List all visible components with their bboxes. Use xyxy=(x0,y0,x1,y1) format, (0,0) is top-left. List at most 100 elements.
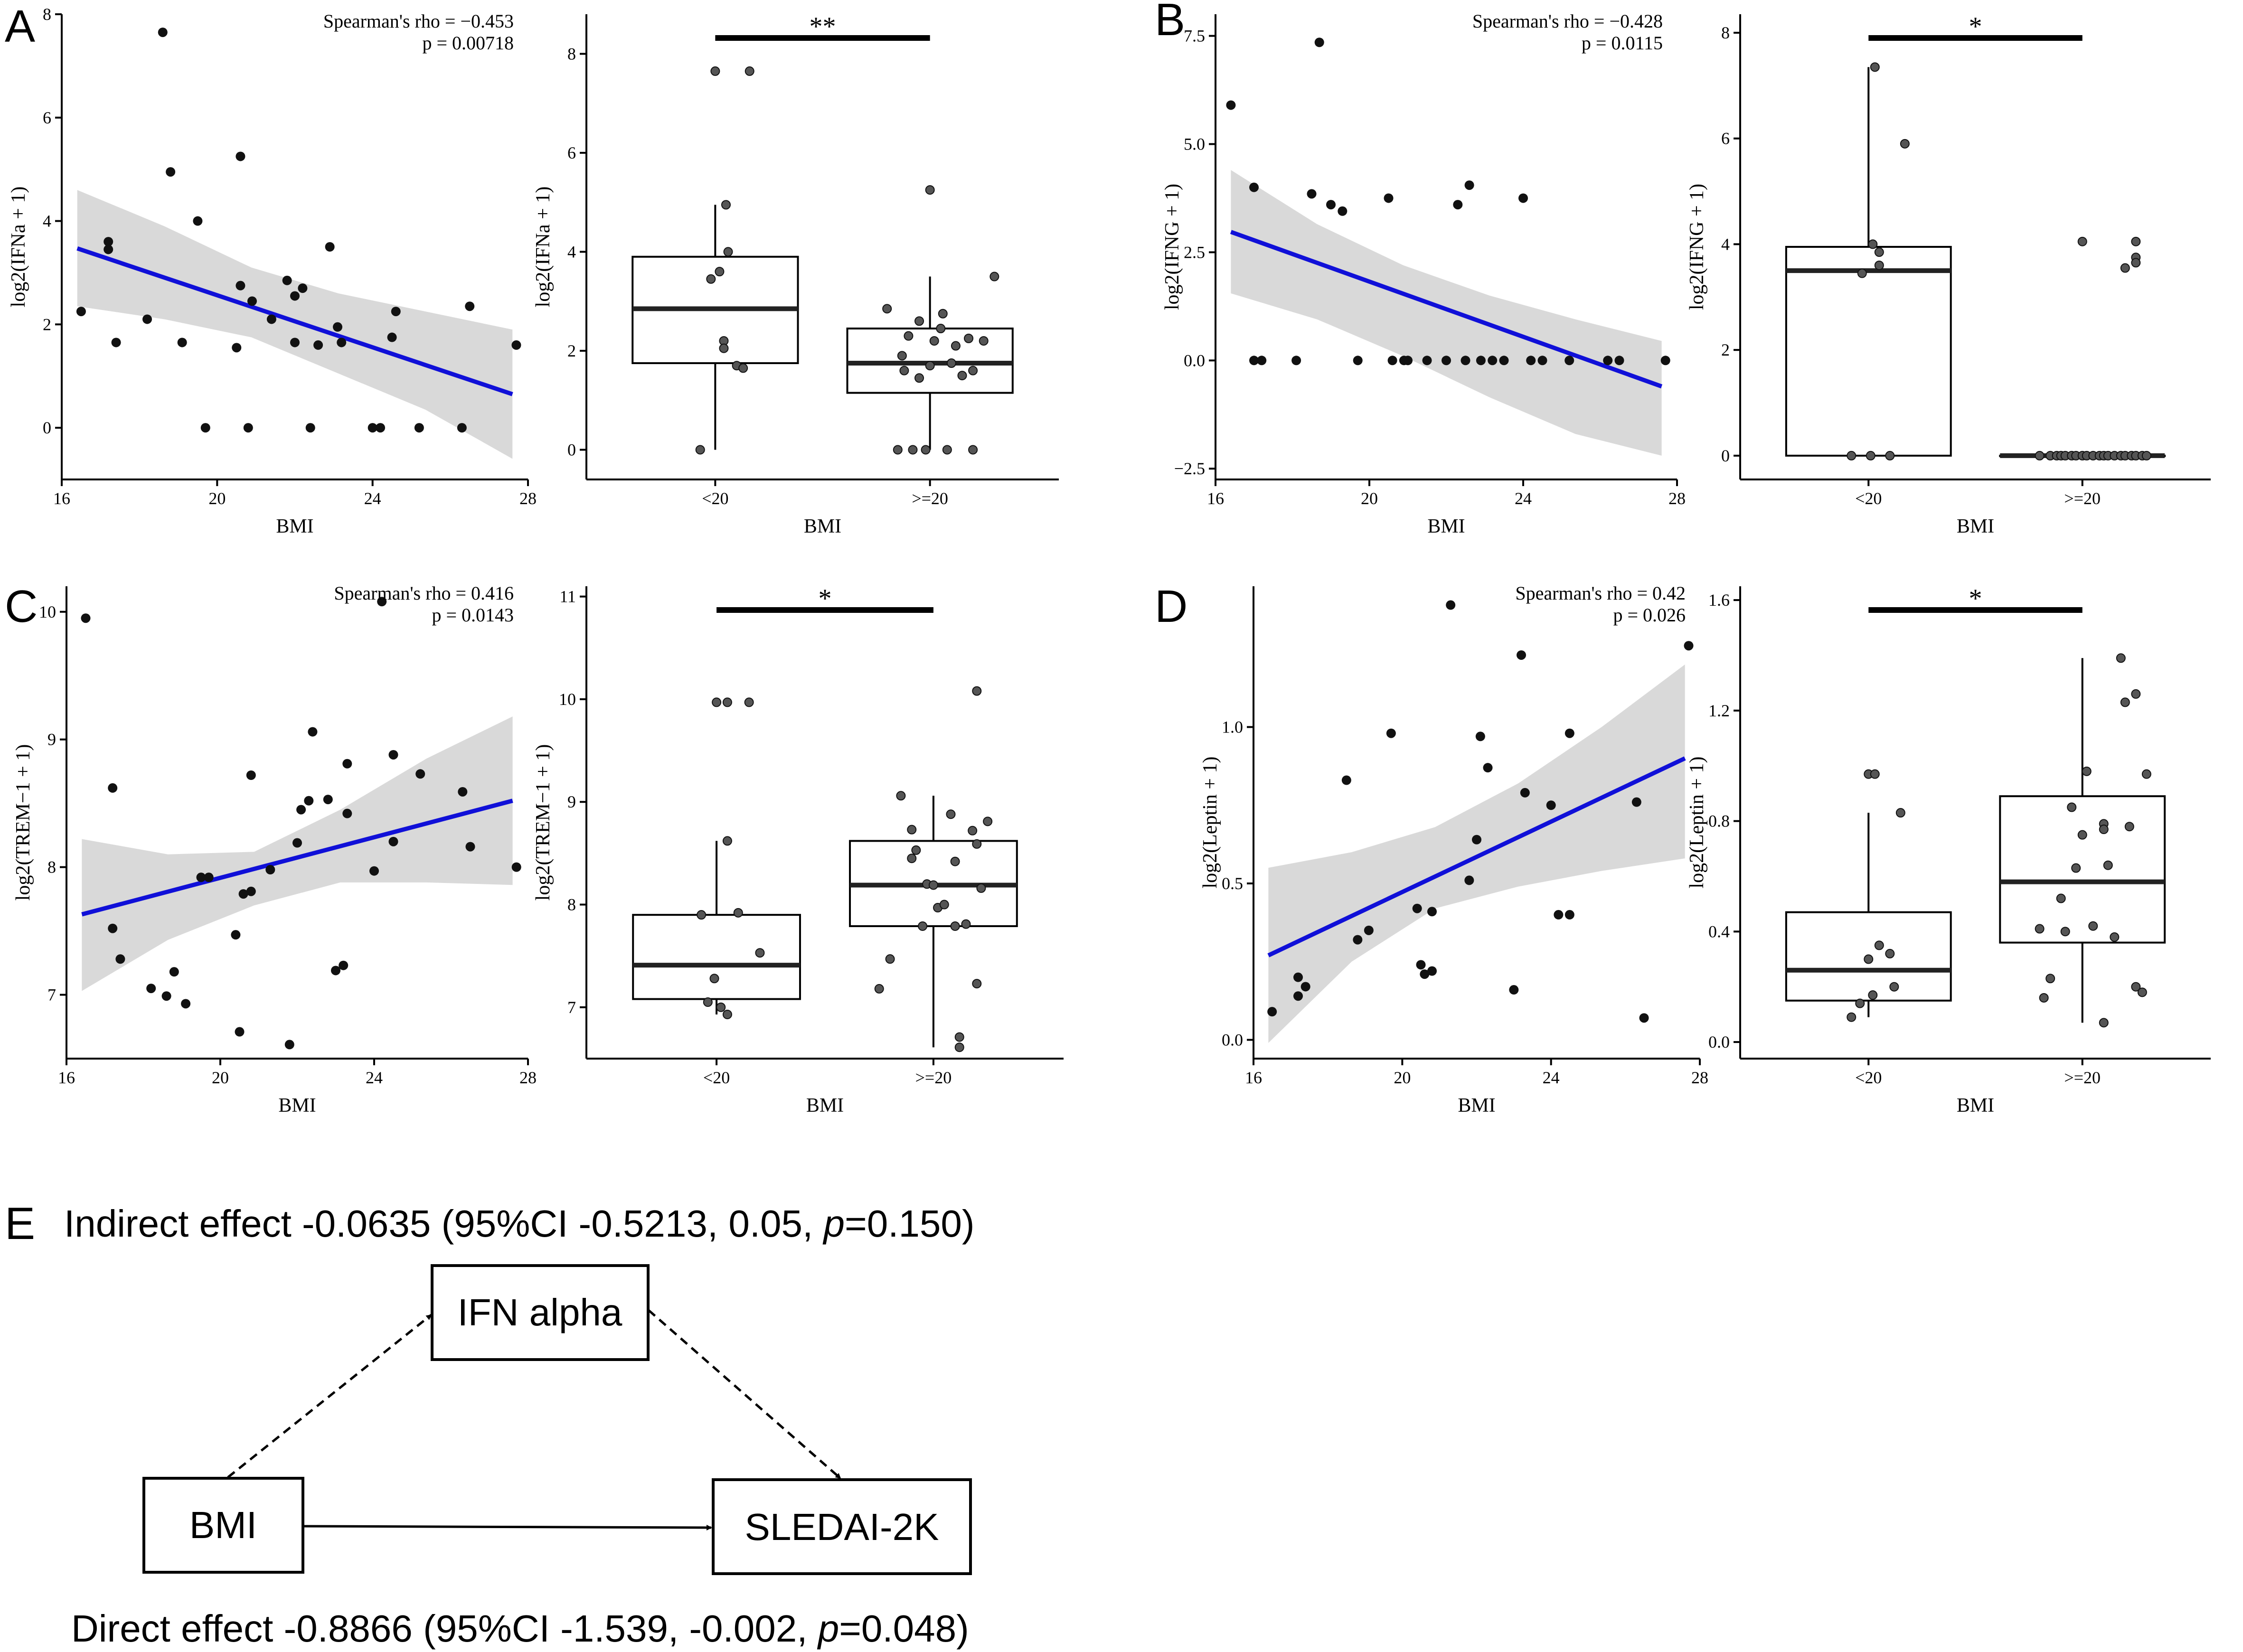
y-axis-label: log2(Leptin + 1) xyxy=(1199,757,1221,889)
y-tick-label: 0.8 xyxy=(1708,812,1730,831)
y-tick-label: 0.0 xyxy=(1222,1030,1243,1049)
data-point xyxy=(1631,797,1641,807)
jitter-point xyxy=(2116,653,2126,663)
jitter-point xyxy=(907,825,917,835)
direct-effect-suffix: =0.048) xyxy=(839,1607,969,1650)
jitter-point xyxy=(2099,1018,2109,1028)
jitter-point xyxy=(715,267,725,277)
path-mediator-to-outcome xyxy=(648,1309,841,1479)
data-point xyxy=(1307,189,1317,199)
y-tick-label: 9 xyxy=(47,730,56,749)
jitter-point xyxy=(2077,236,2087,246)
data-point xyxy=(1267,1007,1277,1017)
data-point xyxy=(342,808,352,818)
data-point xyxy=(142,314,152,324)
jitter-point xyxy=(1855,998,1865,1008)
y-tick-label: 4 xyxy=(43,212,51,231)
outcome-label: SLEDAI-2K xyxy=(745,1506,939,1548)
data-point xyxy=(1537,356,1547,366)
jitter-point xyxy=(2137,987,2147,997)
x-axis-label: BMI xyxy=(806,1095,844,1117)
jitter-point xyxy=(968,366,978,375)
data-point xyxy=(388,750,398,760)
jitter-point xyxy=(946,358,956,368)
data-point xyxy=(1387,356,1397,366)
jitter-point xyxy=(695,445,705,455)
direct-effect-text: Direct effect -0.8866 (95%CI -1.539, -0.… xyxy=(71,1607,969,1650)
data-point xyxy=(1564,356,1574,366)
confidence-band xyxy=(82,716,513,991)
spearman-rho: Spearman's rho = −0.453 xyxy=(323,10,514,32)
confidence-band xyxy=(1231,170,1662,456)
jitter-point xyxy=(874,984,884,994)
data-point xyxy=(511,862,521,872)
data-point xyxy=(457,423,467,433)
y-tick-label: 0.5 xyxy=(1222,874,1243,893)
jitter-point xyxy=(716,1002,726,1012)
y-tick-label: 6 xyxy=(43,108,51,127)
jitter-point xyxy=(968,826,978,835)
jitter-point xyxy=(936,324,946,334)
box-low-bmi xyxy=(1785,246,1952,457)
y-axis-label: log2(IFNG + 1) xyxy=(1161,184,1183,310)
y-tick-label: 0.0 xyxy=(1184,351,1205,370)
jitter-point xyxy=(2039,993,2049,1003)
data-point xyxy=(1472,835,1481,845)
data-point xyxy=(1554,910,1564,920)
x-axis-label: BMI xyxy=(278,1095,316,1117)
y-tick-label: 8 xyxy=(47,858,56,877)
data-point xyxy=(1520,788,1530,798)
x-tick-label: >=20 xyxy=(2064,489,2101,508)
y-tick-label: 8 xyxy=(1721,23,1730,42)
y-tick-label: 1.6 xyxy=(1708,591,1730,610)
jitter-point xyxy=(914,373,924,383)
data-point xyxy=(231,930,241,940)
y-axis-label: log2(TREM−1 + 1) xyxy=(532,744,554,901)
data-point xyxy=(304,796,314,806)
data-point xyxy=(1384,193,1394,203)
data-point xyxy=(1314,38,1324,47)
jitter-point xyxy=(950,856,960,866)
data-point xyxy=(238,889,248,899)
jitter-point xyxy=(946,809,956,819)
jitter-point xyxy=(950,921,960,931)
y-tick-label: 9 xyxy=(567,792,576,811)
jitter-point xyxy=(911,845,921,855)
jitter-point xyxy=(2141,451,2151,460)
jitter-point xyxy=(972,839,982,849)
x-axis-label: BMI xyxy=(276,516,313,537)
y-axis-label: log2(IFNa + 1) xyxy=(532,187,554,308)
jitter-point xyxy=(954,1042,964,1052)
data-point xyxy=(1464,875,1474,885)
data-point xyxy=(1639,1013,1649,1023)
y-tick-label: 0 xyxy=(43,418,51,437)
data-point xyxy=(1257,356,1267,366)
chart-b-box: 0 2 4 6 8 <20 >=20 BMI log2(IFNG + 1) * xyxy=(1686,12,2211,537)
data-point xyxy=(325,242,335,252)
indirect-effect-suffix: =0.150) xyxy=(845,1202,975,1245)
data-point xyxy=(196,873,206,882)
data-point xyxy=(1386,728,1396,738)
y-tick-label: 4 xyxy=(1721,235,1730,253)
jitter-point xyxy=(1885,948,1895,958)
spearman-p-value: p = 0.0143 xyxy=(432,604,514,626)
data-point xyxy=(369,866,379,876)
y-tick-label: 5.0 xyxy=(1184,134,1205,153)
x-axis-label: BMI xyxy=(804,516,841,537)
data-point xyxy=(243,423,253,433)
data-point xyxy=(1564,910,1574,920)
jitter-point xyxy=(928,880,938,890)
jitter-point xyxy=(755,948,765,958)
box-high-bmi xyxy=(1999,795,2166,944)
data-point xyxy=(146,984,156,994)
data-point xyxy=(1226,100,1236,110)
data-point xyxy=(1517,650,1526,660)
significance-stars: ** xyxy=(810,12,836,41)
jitter-point xyxy=(2045,974,2055,984)
jitter-point xyxy=(722,1009,732,1019)
data-point xyxy=(1293,991,1303,1001)
jitter-point xyxy=(2082,766,2092,776)
jitter-point xyxy=(2060,927,2070,937)
data-point xyxy=(1684,641,1694,651)
jitter-point xyxy=(1874,260,1884,270)
